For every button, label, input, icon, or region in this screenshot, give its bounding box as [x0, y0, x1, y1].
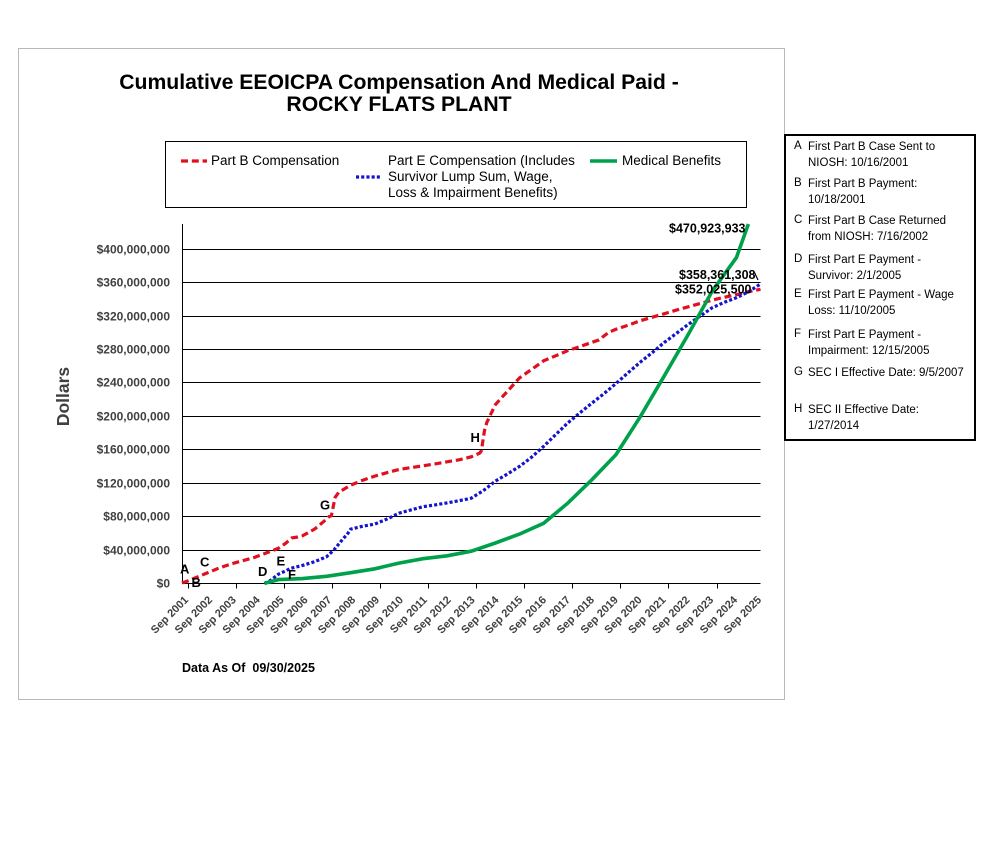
svg-text:$470,923,933: $470,923,933 — [669, 222, 746, 236]
svg-text:$352,025,500: $352,025,500 — [675, 283, 752, 297]
svg-text:$400,000,000: $400,000,000 — [97, 243, 171, 257]
svg-text:$40,000,000: $40,000,000 — [103, 544, 170, 558]
svg-text:$120,000,000: $120,000,000 — [97, 477, 171, 491]
svg-text:D: D — [258, 564, 267, 579]
svg-text:$80,000,000: $80,000,000 — [103, 510, 170, 524]
svg-text:$240,000,000: $240,000,000 — [97, 376, 171, 390]
svg-text:G: G — [320, 498, 330, 513]
svg-text:A: A — [180, 562, 190, 577]
svg-text:$360,000,000: $360,000,000 — [97, 276, 171, 290]
svg-text:C: C — [200, 555, 210, 570]
svg-text:B: B — [192, 575, 201, 590]
svg-text:F: F — [288, 567, 296, 582]
svg-text:$320,000,000: $320,000,000 — [97, 310, 171, 324]
svg-text:$280,000,000: $280,000,000 — [97, 343, 171, 357]
svg-text:E: E — [277, 554, 286, 569]
svg-text:$358,361,308: $358,361,308 — [679, 268, 756, 282]
svg-text:H: H — [471, 430, 480, 445]
svg-text:Dollars: Dollars — [53, 367, 73, 427]
svg-text:$160,000,000: $160,000,000 — [97, 443, 171, 457]
svg-text:$0: $0 — [157, 577, 171, 591]
svg-text:$200,000,000: $200,000,000 — [97, 410, 171, 424]
